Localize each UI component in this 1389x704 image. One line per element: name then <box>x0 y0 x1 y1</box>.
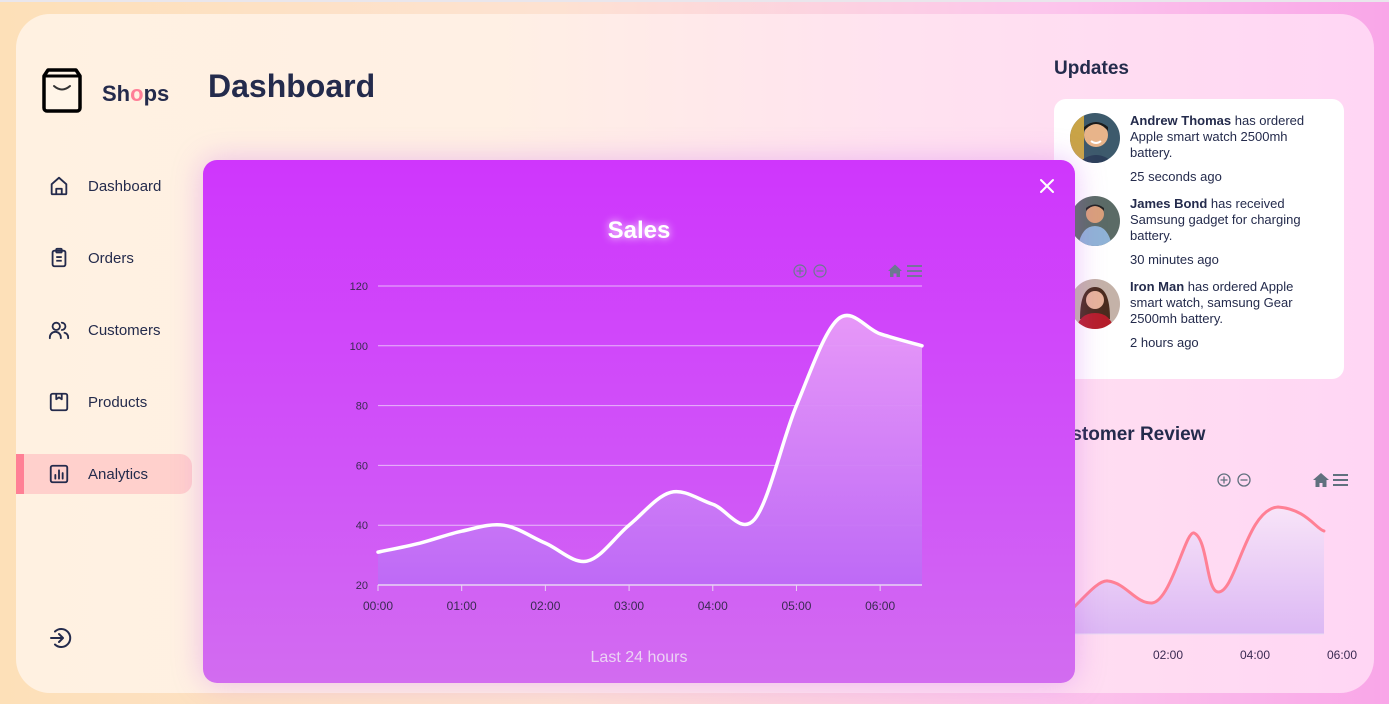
sales-chart: 20 40 60 80 100 120 00:00 01:00 02:00 03:00 04:00… <box>350 264 924 613</box>
sidebar-item-label: Dashboard <box>88 177 162 195</box>
x-tick: 06:00 <box>1327 648 1357 662</box>
box-icon <box>49 392 69 412</box>
window-top-border <box>0 0 1389 2</box>
close-icon[interactable] <box>1039 178 1055 194</box>
bar-chart-icon <box>49 464 69 484</box>
avatar <box>1070 113 1120 163</box>
brand-name: Shops <box>102 81 170 106</box>
x-tick: 00:00 <box>363 599 393 613</box>
sidebar-item-label: Products <box>88 393 148 411</box>
update-user-name: Andrew Thomas <box>1130 113 1232 128</box>
menu-icon[interactable] <box>1333 474 1348 486</box>
shopping-bag-icon <box>42 68 82 113</box>
avatar <box>1070 196 1120 246</box>
update-user-name: Iron Man <box>1130 279 1185 294</box>
y-tick: 40 <box>356 520 368 532</box>
clipboard-icon <box>51 247 67 268</box>
update-text: has ordered Apple smart watch 2500mh bat… <box>1130 113 1305 160</box>
update-time: 25 seconds ago <box>1130 169 1222 184</box>
update-item: James Bond has received Samsung gadget f… <box>1070 196 1328 267</box>
y-axis: 20 40 60 80 100 120 <box>350 281 368 592</box>
sidebar-nav: Dashboard Orders Customers Products Anal… <box>16 166 192 526</box>
zoom-in-icon[interactable] <box>793 264 807 278</box>
x-axis: 00:00 01:00 02:00 03:00 04:00 05:00 06:00 <box>363 585 895 613</box>
update-user-name: James Bond <box>1130 196 1208 211</box>
sidebar-item-label: Orders <box>88 249 134 267</box>
x-tick: 01:00 <box>447 599 477 613</box>
sidebar-item-analytics[interactable]: Analytics <box>16 454 192 494</box>
y-tick: 120 <box>350 281 368 293</box>
update-time: 30 minutes ago <box>1130 252 1219 267</box>
y-tick: 80 <box>356 401 368 413</box>
update-item: Andrew Thomas has ordered Apple smart wa… <box>1070 113 1328 184</box>
y-tick: 100 <box>350 341 368 353</box>
update-time: 2 hours ago <box>1130 335 1199 350</box>
sidebar-item-orders[interactable]: Orders <box>16 238 192 278</box>
page-title: Dashboard <box>208 68 376 104</box>
x-tick: 02:00 <box>1153 648 1183 662</box>
chart-subtitle: Last 24 hours <box>590 649 688 666</box>
customer-review-chart: 02:00 04:00 06:00 <box>1056 473 1357 662</box>
x-tick: 04:00 <box>1240 648 1270 662</box>
y-tick: 20 <box>356 580 368 592</box>
home-icon <box>50 176 68 196</box>
x-tick: 02:00 <box>530 599 560 613</box>
x-tick: 03:00 <box>614 599 644 613</box>
sidebar-item-label: Customers <box>88 321 161 339</box>
logout-icon[interactable] <box>48 626 72 650</box>
brand-logo[interactable]: Shops <box>38 66 169 114</box>
x-tick: 06:00 <box>865 599 895 613</box>
x-tick: 04:00 <box>698 599 728 613</box>
sales-line <box>376 313 924 564</box>
home-icon[interactable] <box>1313 473 1329 487</box>
x-tick: 05:00 <box>781 599 811 613</box>
sidebar-item-customers[interactable]: Customers <box>16 310 192 350</box>
zoom-in-icon[interactable] <box>1217 473 1231 487</box>
zoom-out-icon[interactable] <box>1237 473 1251 487</box>
avatar <box>1070 279 1120 329</box>
update-text: has ordered Apple smart watch, samsung G… <box>1130 279 1294 326</box>
users-icon <box>48 321 70 340</box>
sales-modal: Sales 20 40 60 80 100 120 00:00 01:00 02:00 03:0… <box>203 160 1075 683</box>
update-text: has received Samsung gadget for charging… <box>1130 196 1301 243</box>
zoom-out-icon[interactable] <box>813 264 827 278</box>
customer-review-title: Customer Review <box>1046 424 1206 445</box>
sidebar-item-label: Analytics <box>88 465 149 483</box>
home-icon[interactable] <box>888 264 902 278</box>
sidebar-item-dashboard[interactable]: Dashboard <box>16 166 192 206</box>
y-tick: 60 <box>356 460 368 472</box>
updates-title: Updates <box>1054 58 1129 79</box>
sidebar-item-products[interactable]: Products <box>16 382 192 422</box>
menu-icon[interactable] <box>907 265 922 277</box>
updates-card: Andrew Thomas has ordered Apple smart wa… <box>1054 99 1344 379</box>
chart-title: Sales <box>607 217 671 244</box>
sales-area <box>378 315 922 585</box>
update-item: Iron Man has ordered Apple smart watch, … <box>1070 279 1328 350</box>
